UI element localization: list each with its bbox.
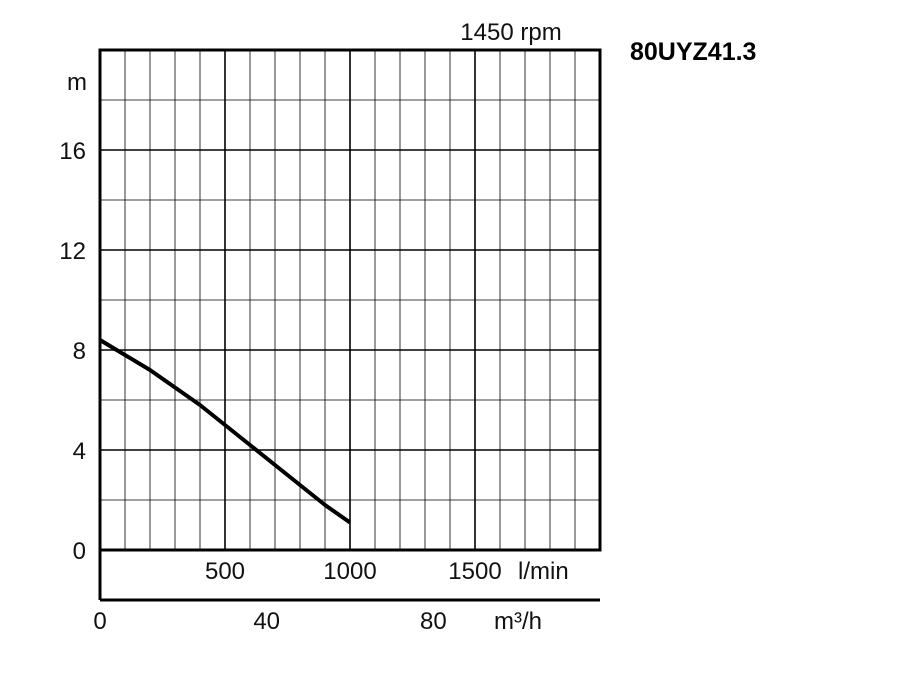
y-tick-label: 16	[59, 138, 86, 165]
x-tick-label-lpm: 1500	[448, 558, 501, 585]
x-tick-labels-m3h: 0 40 80	[93, 608, 446, 635]
x-tick-label-lpm: 500	[205, 558, 245, 585]
chart-frame	[98, 48, 602, 602]
x-tick-label-m3h: 40	[253, 608, 280, 635]
speed-label: 1450 rpm	[460, 19, 561, 46]
y-tick-labels: 0 4 8 12 16	[59, 138, 86, 565]
x-unit-label-lpm: l/min	[518, 558, 569, 585]
x-tick-label-lpm: 1000	[323, 558, 376, 585]
y-axis-label: m	[67, 69, 87, 96]
plot-border	[98, 48, 602, 552]
x-unit-label-m3h: m³/h	[494, 608, 542, 635]
y-tick-label: 8	[73, 338, 86, 365]
grid-lines	[100, 50, 600, 550]
x-tick-labels-lpm: 500 1000 1500	[205, 558, 502, 585]
y-tick-label: 4	[73, 438, 86, 465]
y-tick-label: 12	[59, 238, 86, 265]
x-tick-label-m3h: 0	[93, 608, 106, 635]
y-tick-label: 0	[73, 538, 86, 565]
x-tick-label-m3h: 80	[420, 608, 447, 635]
model-label: 80UYZ41.3	[630, 38, 756, 66]
series-layer	[98, 338, 352, 525]
head-curve-line	[98, 338, 352, 525]
